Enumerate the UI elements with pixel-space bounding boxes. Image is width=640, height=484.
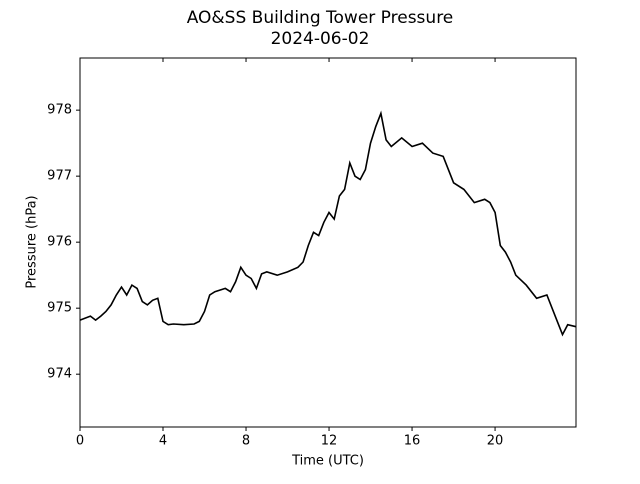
x-axis-label: Time (UTC): [291, 454, 364, 469]
x-tick-label: 8: [242, 434, 250, 449]
y-tick-label: 977: [47, 169, 72, 184]
plot-frame: [79, 57, 577, 428]
y-tick-label: 978: [47, 103, 72, 118]
data-line: [79, 110, 577, 337]
y-axis-label: Pressure (hPa): [25, 195, 40, 288]
chart-title: AO&SS Building Tower Pressure: [187, 8, 454, 28]
x-tick-label: 16: [404, 434, 421, 449]
x-tick-label: 20: [487, 434, 504, 449]
y-tick-label: 975: [47, 301, 72, 316]
x-tick-label: 12: [321, 434, 338, 449]
y-tick-label: 974: [47, 367, 72, 382]
x-tick-label: 0: [76, 434, 84, 449]
x-tick-label: 4: [159, 434, 167, 449]
chart-subtitle: 2024-06-02: [271, 29, 370, 49]
y-tick-label: 976: [47, 235, 72, 250]
